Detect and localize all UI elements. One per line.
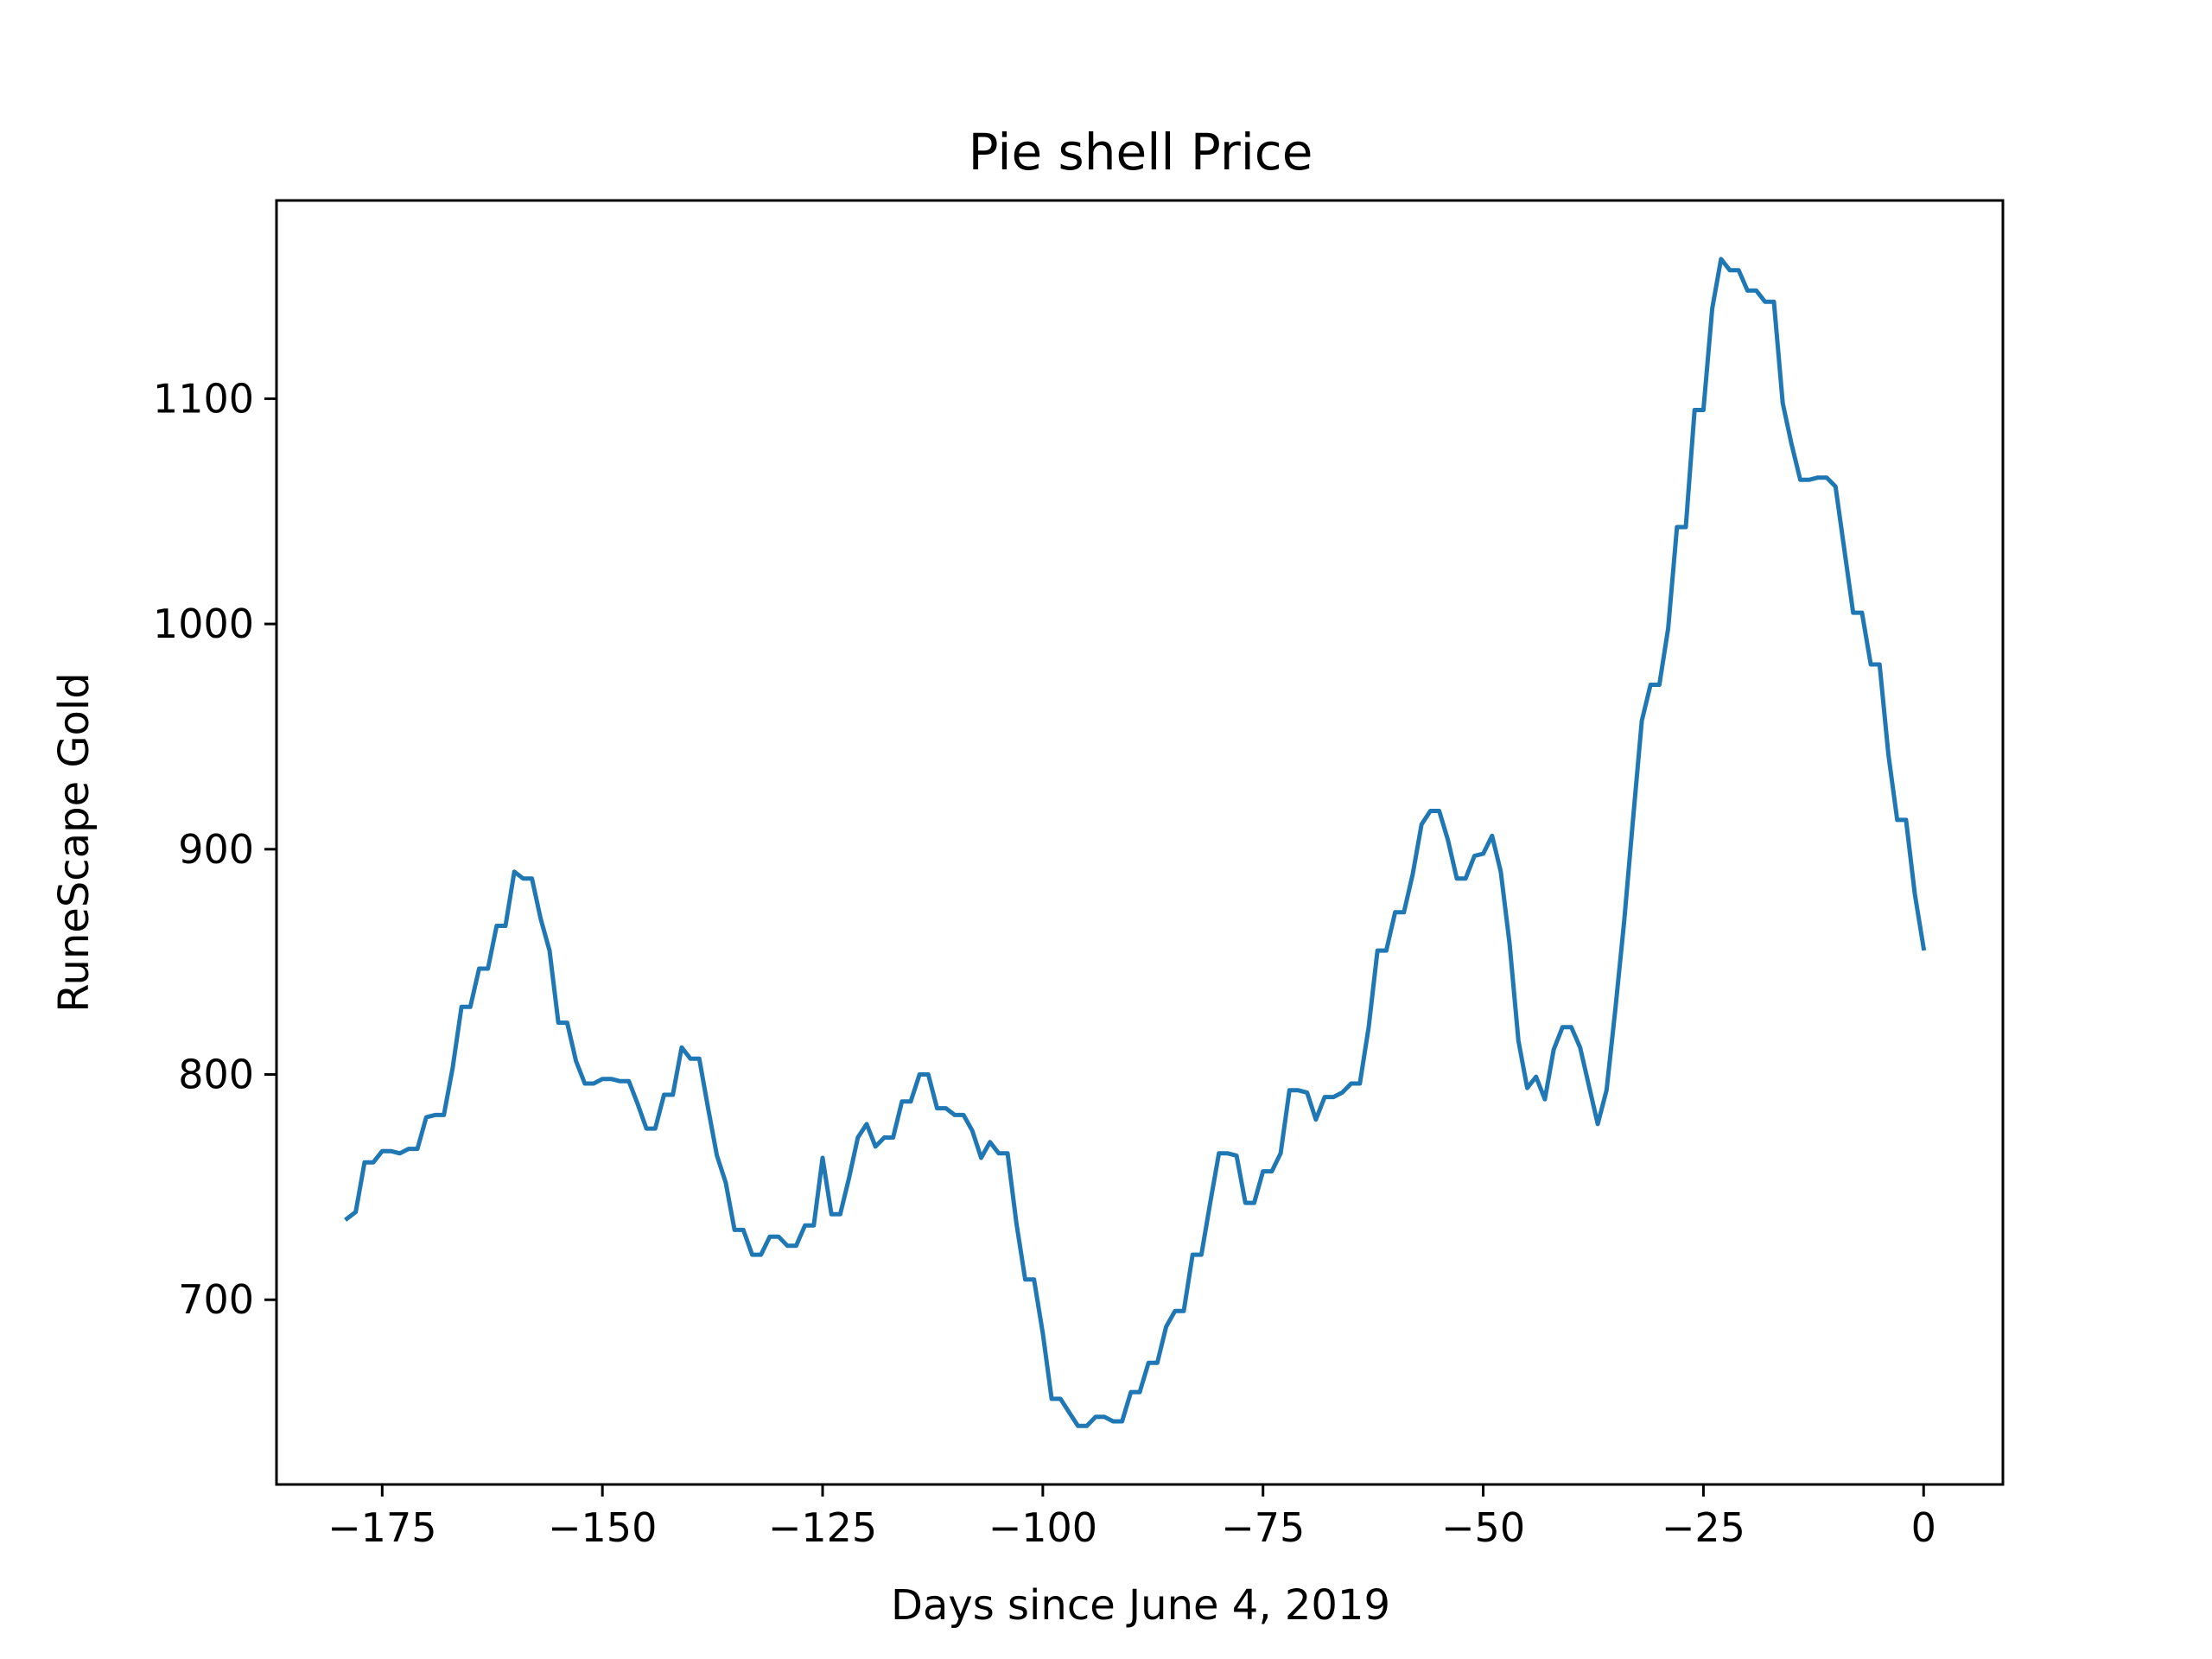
- x-axis-label: Days since June 4, 2019: [891, 1581, 1390, 1630]
- y-tick-label: 800: [178, 1052, 254, 1098]
- x-tick-label: −125: [768, 1504, 877, 1551]
- y-axis: 700 800 900 1000 1100: [153, 375, 276, 1323]
- series-line-0: [344, 257, 1927, 1428]
- y-tick-label: 1000: [153, 601, 254, 647]
- plot-frame: [275, 199, 2005, 1486]
- x-tick-label: −50: [1441, 1504, 1525, 1551]
- x-tick-label: −75: [1221, 1504, 1305, 1551]
- plot-area: [275, 199, 2005, 1486]
- chart-title: Pie shell Price: [969, 123, 1313, 181]
- y-tick-label: 700: [178, 1276, 254, 1323]
- x-tick-label: −25: [1662, 1504, 1745, 1551]
- y-tick-label: 900: [178, 826, 254, 873]
- x-tick-label: 0: [1911, 1504, 1936, 1551]
- x-tick-label: −175: [327, 1504, 436, 1551]
- x-axis: −175 −150 −125 −100 −75 −50 −25 0: [327, 1484, 1936, 1551]
- x-tick-label: −100: [988, 1504, 1097, 1551]
- y-tick-label: 1100: [153, 375, 254, 422]
- x-tick-label: −150: [548, 1504, 657, 1551]
- y-axis-label: RuneScape Gold: [50, 672, 99, 1012]
